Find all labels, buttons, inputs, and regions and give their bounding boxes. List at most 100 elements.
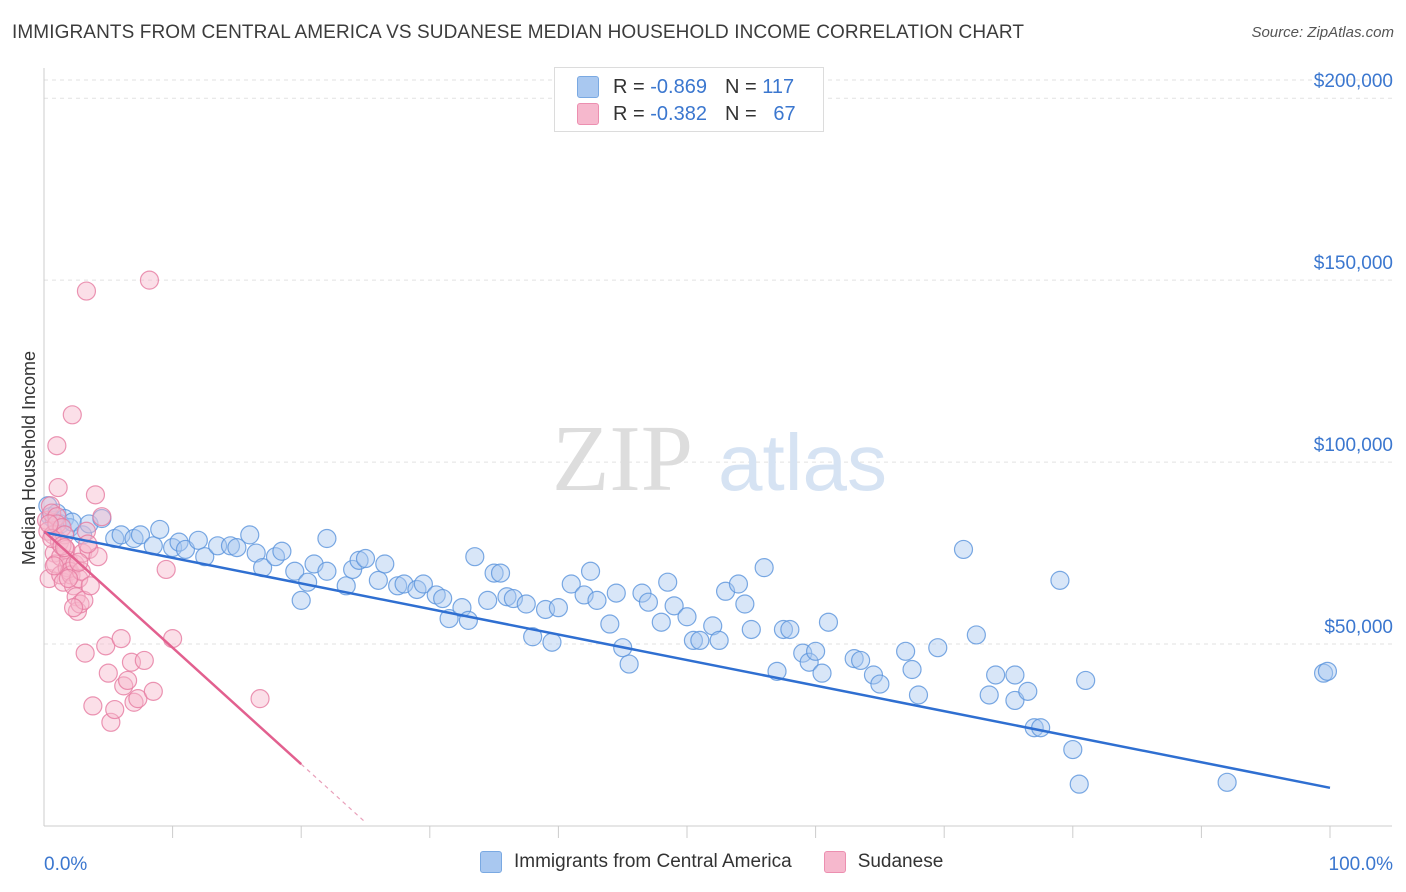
data-point xyxy=(117,670,138,691)
data-point xyxy=(773,619,794,640)
watermark-atlas: atlas xyxy=(718,418,887,507)
data-point xyxy=(979,685,999,705)
stats-row-sudanese: R = -0.382 N = 67 xyxy=(577,100,796,128)
stats-row-central-america: R = -0.869 N = 117 xyxy=(577,73,794,101)
data-point xyxy=(195,547,215,567)
data-point xyxy=(88,547,108,567)
data-point xyxy=(896,641,916,661)
x-tick-label: 0.0% xyxy=(44,854,87,875)
data-point xyxy=(48,477,68,498)
data-point xyxy=(844,649,864,669)
data-point xyxy=(101,712,121,732)
data-point xyxy=(908,685,929,705)
chart-title: IMMIGRANTS FROM CENTRAL AMERICA VS SUDAN… xyxy=(12,22,1025,43)
data-point xyxy=(690,630,710,651)
data-point xyxy=(163,628,183,649)
chart-source: Source: ZipAtlas.com xyxy=(1251,24,1394,41)
data-point xyxy=(349,550,369,570)
data-point xyxy=(220,536,241,556)
data-point xyxy=(134,650,154,671)
legend-label-central-america: Immigrants from Central America xyxy=(514,851,792,872)
data-point xyxy=(741,619,761,640)
data-point xyxy=(240,525,260,545)
y-tick-label: $200,000 xyxy=(1314,71,1393,92)
data-point xyxy=(561,574,581,594)
data-point xyxy=(580,561,601,581)
data-point xyxy=(130,525,151,545)
data-point xyxy=(709,630,729,651)
data-point xyxy=(285,561,305,581)
data-point xyxy=(53,572,73,592)
data-point xyxy=(76,281,97,301)
data-point xyxy=(85,485,106,505)
legend-swatch-central-america xyxy=(480,851,502,873)
trend-lines xyxy=(43,530,1331,823)
legend-label-sudanese: Sudanese xyxy=(857,851,944,872)
data-point xyxy=(902,659,922,680)
data-point xyxy=(818,612,839,632)
data-point xyxy=(619,654,639,674)
data-point xyxy=(600,614,620,634)
data-point xyxy=(63,598,84,618)
data-point xyxy=(75,643,95,663)
legend-swatch-sudanese xyxy=(823,851,846,873)
data-point xyxy=(523,627,543,647)
data-point xyxy=(70,594,90,614)
data-point xyxy=(58,568,79,589)
data-point xyxy=(124,692,144,712)
legend-swatch-sudanese xyxy=(577,103,599,125)
data-point xyxy=(966,625,986,645)
legend-item-sudanese: Sudanese xyxy=(823,851,944,873)
grid-lines xyxy=(44,79,1396,645)
y-tick-label: $150,000 xyxy=(1314,253,1393,274)
data-point xyxy=(111,628,131,649)
data-point xyxy=(1018,681,1038,701)
data-point xyxy=(272,541,292,561)
legend-item-central-america: Immigrants from Central America xyxy=(480,851,792,873)
data-point xyxy=(1031,718,1051,738)
series-legend: Immigrants from Central America Sudanese xyxy=(480,851,975,873)
r-label: R = xyxy=(613,102,645,125)
data-point xyxy=(47,507,67,527)
data-point xyxy=(83,696,103,716)
data-point xyxy=(728,574,749,594)
data-point xyxy=(78,534,98,554)
data-point xyxy=(799,652,819,672)
trend-line-sudanese xyxy=(43,530,303,766)
data-point xyxy=(683,630,704,651)
stats-legend: R = -0.869 N = 117 R = -0.382 N = 67 xyxy=(554,67,824,132)
data-point xyxy=(754,558,774,578)
data-point xyxy=(658,572,678,592)
data-point xyxy=(1063,739,1083,760)
r-label: R = xyxy=(613,75,645,98)
data-point xyxy=(1069,774,1089,794)
data-point xyxy=(465,547,485,567)
data-point xyxy=(150,519,170,540)
data-point xyxy=(458,610,478,630)
n-label: N = xyxy=(724,102,757,125)
data-point xyxy=(111,525,131,545)
data-point xyxy=(156,559,176,580)
axes xyxy=(43,68,1392,838)
data-point xyxy=(98,663,118,683)
trend-line-sudanese-extension xyxy=(300,763,366,823)
data-point xyxy=(44,556,64,576)
data-point xyxy=(484,563,504,583)
data-point xyxy=(426,585,446,605)
data-point xyxy=(651,612,671,632)
data-point xyxy=(317,528,337,549)
data-point xyxy=(317,561,337,581)
legend-swatch-central-america xyxy=(577,76,599,98)
data-point xyxy=(1217,772,1237,792)
data-point xyxy=(128,689,148,709)
watermark-zip: ZIP xyxy=(552,407,693,511)
data-point xyxy=(851,650,871,671)
tick-labels: $50,000 $100,000 $150,000 $200,000 0.0% 100.0… xyxy=(44,71,1393,875)
y-axis-label: Median Household Income xyxy=(19,351,39,565)
data-point xyxy=(953,539,974,560)
trend-line-central-america xyxy=(43,531,1331,790)
data-point xyxy=(54,538,75,558)
data-point xyxy=(47,436,67,456)
data-point xyxy=(92,507,112,527)
y-tick-label: $100,000 xyxy=(1314,435,1393,456)
